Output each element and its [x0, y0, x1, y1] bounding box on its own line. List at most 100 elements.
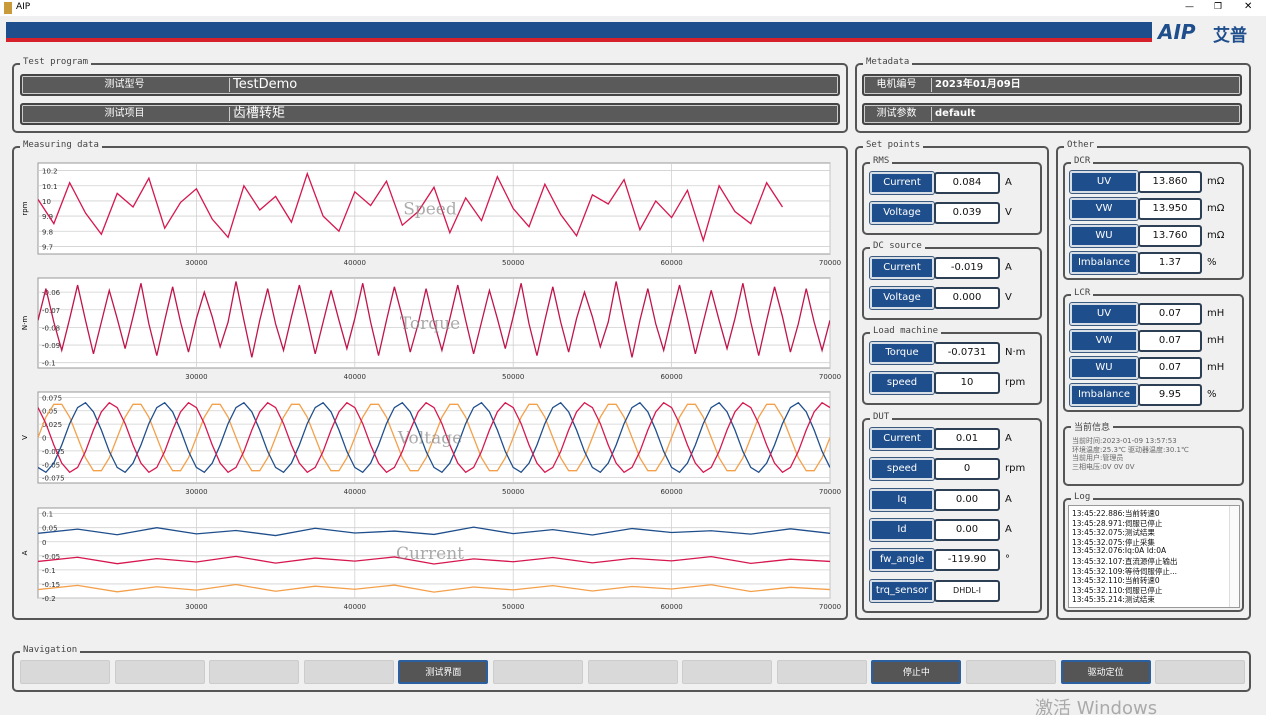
setpoint-value: -0.019 — [934, 257, 1000, 279]
setpoint-unit: rpm — [1005, 463, 1026, 475]
panel-legend: DCR — [1071, 156, 1094, 166]
setpoint-unit: ° — [1005, 554, 1010, 566]
app-icon — [4, 2, 12, 14]
panel-legend: Other — [1064, 140, 1098, 150]
y-tick-label: -0.15 — [42, 581, 60, 589]
chart-watermark: Speed — [403, 200, 457, 220]
nav-button[interactable] — [682, 660, 773, 684]
x-tick-label: 70000 — [819, 603, 841, 611]
y-tick-label: 0.05 — [42, 525, 58, 533]
nav-button[interactable] — [1155, 660, 1246, 684]
info-line: 三相电压:0V 0V 0V — [1072, 462, 1135, 471]
setpoint-unit: V — [1005, 292, 1012, 304]
x-tick-label: 30000 — [185, 603, 207, 611]
nav-button[interactable]: 停止中 — [871, 660, 962, 684]
reading-label: UV — [1069, 170, 1139, 194]
row-label: 测试参数 — [876, 108, 917, 119]
nav-button[interactable]: 驱动定位 — [1060, 660, 1151, 684]
x-tick-label: 40000 — [344, 488, 366, 496]
y-tick-label: 9.9 — [42, 213, 53, 221]
log-box: 13:45:22.886:当前转速0 13:45:28.971:伺服已停止 13:4… — [1068, 505, 1240, 608]
x-tick-label: 30000 — [185, 373, 207, 381]
y-axis-label: rpm — [21, 201, 29, 215]
row-value: default — [935, 108, 976, 119]
nav-button[interactable] — [303, 660, 394, 684]
y-tick-label: 0.1 — [42, 511, 53, 519]
setpoint-unit: A — [1005, 177, 1012, 188]
x-tick-label: 50000 — [502, 603, 524, 611]
reading-unit: mΩ — [1207, 176, 1225, 187]
reading-value: 9.95 — [1138, 384, 1202, 406]
header-band — [6, 22, 1152, 38]
reading-label: WU — [1069, 224, 1139, 248]
row-value: 齿槽转矩 — [233, 106, 286, 121]
nav-button[interactable] — [493, 660, 583, 684]
setpoint-label: Iq — [869, 487, 935, 512]
setpoint-label: trq_sensor — [869, 578, 935, 603]
y-tick-label: 0.025 — [42, 421, 62, 429]
panel-legend: DC source — [870, 241, 925, 251]
y-tick-label: -0.025 — [42, 448, 65, 456]
setpoint-label: speed — [869, 457, 935, 482]
reading-value: 1.37 — [1138, 252, 1202, 274]
reading-value: 13.860 — [1138, 171, 1202, 193]
reading-unit: % — [1207, 389, 1217, 400]
log-line: 13:45:35.214:测试结束 — [1072, 595, 1155, 605]
setpoint-unit: A — [1005, 523, 1012, 535]
logo-latin: AIP — [1158, 20, 1196, 44]
y-tick-label: -0.1 — [42, 567, 56, 575]
nav-button[interactable] — [587, 660, 678, 684]
metadata-panel: Metadata — [855, 57, 1251, 133]
nav-button[interactable] — [209, 660, 300, 684]
setpoint-value: -119.90 — [934, 549, 1000, 572]
minimize-button[interactable]: — — [1185, 2, 1194, 12]
setpoint-unit: rpm — [1005, 377, 1026, 389]
logo-cn: 艾普 — [1213, 26, 1247, 46]
info-panel: 当前信息 — [1063, 420, 1244, 486]
series-line — [38, 583, 830, 593]
y-axis-label: A — [21, 550, 29, 555]
series-line — [38, 401, 830, 474]
setpoint-value: 0.000 — [934, 287, 1000, 310]
reading-unit: mH — [1207, 335, 1225, 346]
panel-legend: Measuring data — [20, 140, 102, 150]
reading-value: 0.07 — [1138, 303, 1202, 325]
x-tick-label: 60000 — [660, 259, 682, 267]
setpoint-group: DUT — [862, 412, 1042, 613]
reading-unit: mΩ — [1207, 230, 1225, 241]
y-tick-label: 10.1 — [42, 183, 58, 191]
row-separator — [229, 107, 230, 121]
setpoint-unit: A — [1005, 493, 1012, 505]
y-tick-label: -0.06 — [42, 289, 61, 297]
nav-button[interactable] — [114, 660, 205, 684]
y-axis-label: N·m — [21, 316, 29, 330]
log-line: 13:45:32.107:直流源停止输出 — [1072, 557, 1178, 566]
os-watermark: 激活 Windows — [1035, 698, 1158, 715]
setpoint-label: fw_angle — [869, 548, 935, 573]
reading-value: 13.760 — [1138, 225, 1202, 247]
setpoint-value: 0 — [934, 458, 1000, 481]
nav-button[interactable]: 测试界面 — [398, 660, 489, 684]
row-label: 测试型号 — [104, 79, 145, 90]
x-tick-label: 50000 — [502, 488, 524, 496]
header-stripe — [6, 38, 1152, 42]
panel-legend: Navigation — [20, 645, 81, 655]
x-tick-label: 60000 — [660, 603, 682, 611]
reading-label: VW — [1069, 329, 1139, 353]
nav-button[interactable] — [776, 660, 867, 684]
x-tick-label: 50000 — [502, 259, 524, 267]
y-tick-label: 0.075 — [42, 394, 62, 402]
close-button[interactable]: ✕ — [1244, 1, 1253, 12]
navigation-panel: Navigation — [12, 645, 1251, 692]
y-tick-label: -0.08 — [42, 324, 60, 332]
nav-button[interactable] — [20, 660, 110, 684]
panel-legend: DUT — [870, 412, 893, 422]
reading-label: WU — [1069, 356, 1139, 380]
series-line — [38, 555, 830, 565]
log-line: 13:45:22.886:当前转速0 — [1072, 509, 1160, 518]
maximize-button[interactable]: ❐ — [1214, 2, 1223, 12]
reading-label: UV — [1069, 302, 1139, 326]
nav-button[interactable] — [966, 660, 1056, 684]
log-scrollbar[interactable] — [1229, 506, 1239, 607]
